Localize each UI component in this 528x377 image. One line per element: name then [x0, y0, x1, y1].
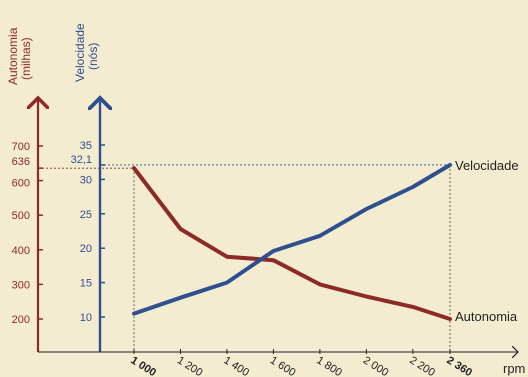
right-axis-title-line1: Velocidade [73, 23, 87, 82]
x-axis-label: rpm [503, 361, 525, 376]
right-tick-label: 15 [80, 278, 92, 290]
right-tick-label: 30 [80, 174, 92, 186]
series-line-autonomia [132, 166, 452, 321]
left-tick-label: 500 [12, 210, 30, 222]
x-tick-label: 2 360 [444, 354, 474, 377]
left-tick-label: 200 [12, 314, 30, 326]
series-label-velocidade: Velocidade [455, 158, 519, 173]
right-tick-label: 20 [80, 243, 92, 255]
right-tick-label: 35 [80, 140, 92, 152]
x-tick-label: 1 200 [175, 354, 205, 377]
x-tick-label: 1 600 [268, 354, 298, 377]
right-tick-label: 10 [80, 312, 92, 324]
left-tick-label: 400 [12, 245, 30, 257]
right-axis-ticks: 35 32,1 30 25 20 15 10 [71, 140, 105, 324]
left-tick-label: 600 [12, 178, 30, 190]
x-tick-label: 1 800 [314, 354, 344, 377]
x-axis-ticks: 1 000 1 200 1 400 1 600 1 800 2 000 2 200 2 360 [128, 349, 474, 377]
x-tick-label: 1 400 [221, 354, 251, 377]
left-tick-label: 300 [12, 279, 30, 291]
series-lines [132, 163, 452, 321]
x-tick-label: 2 200 [407, 354, 437, 377]
series-label-autonomia: Autonomia [455, 309, 518, 324]
x-tick-label: 2 000 [361, 354, 391, 377]
left-tick-label: 700 [12, 141, 30, 153]
right-tick-label: 32,1 [71, 154, 92, 166]
series-labels: Velocidade Autonomia [455, 158, 519, 324]
right-axis-title-line2: (nós) [86, 43, 100, 70]
left-tick-label: 636 [12, 156, 30, 168]
left-axis-title-line2: (milhas) [19, 37, 33, 80]
left-axis-ticks: 700 636 600 500 400 300 200 [12, 141, 43, 326]
right-tick-label: 25 [80, 209, 92, 221]
reference-guides [38, 164, 451, 352]
x-tick-label: 1 000 [128, 354, 158, 377]
left-axis-title-line1: Autonomia [6, 27, 20, 85]
series-line-velocidade [132, 163, 452, 316]
